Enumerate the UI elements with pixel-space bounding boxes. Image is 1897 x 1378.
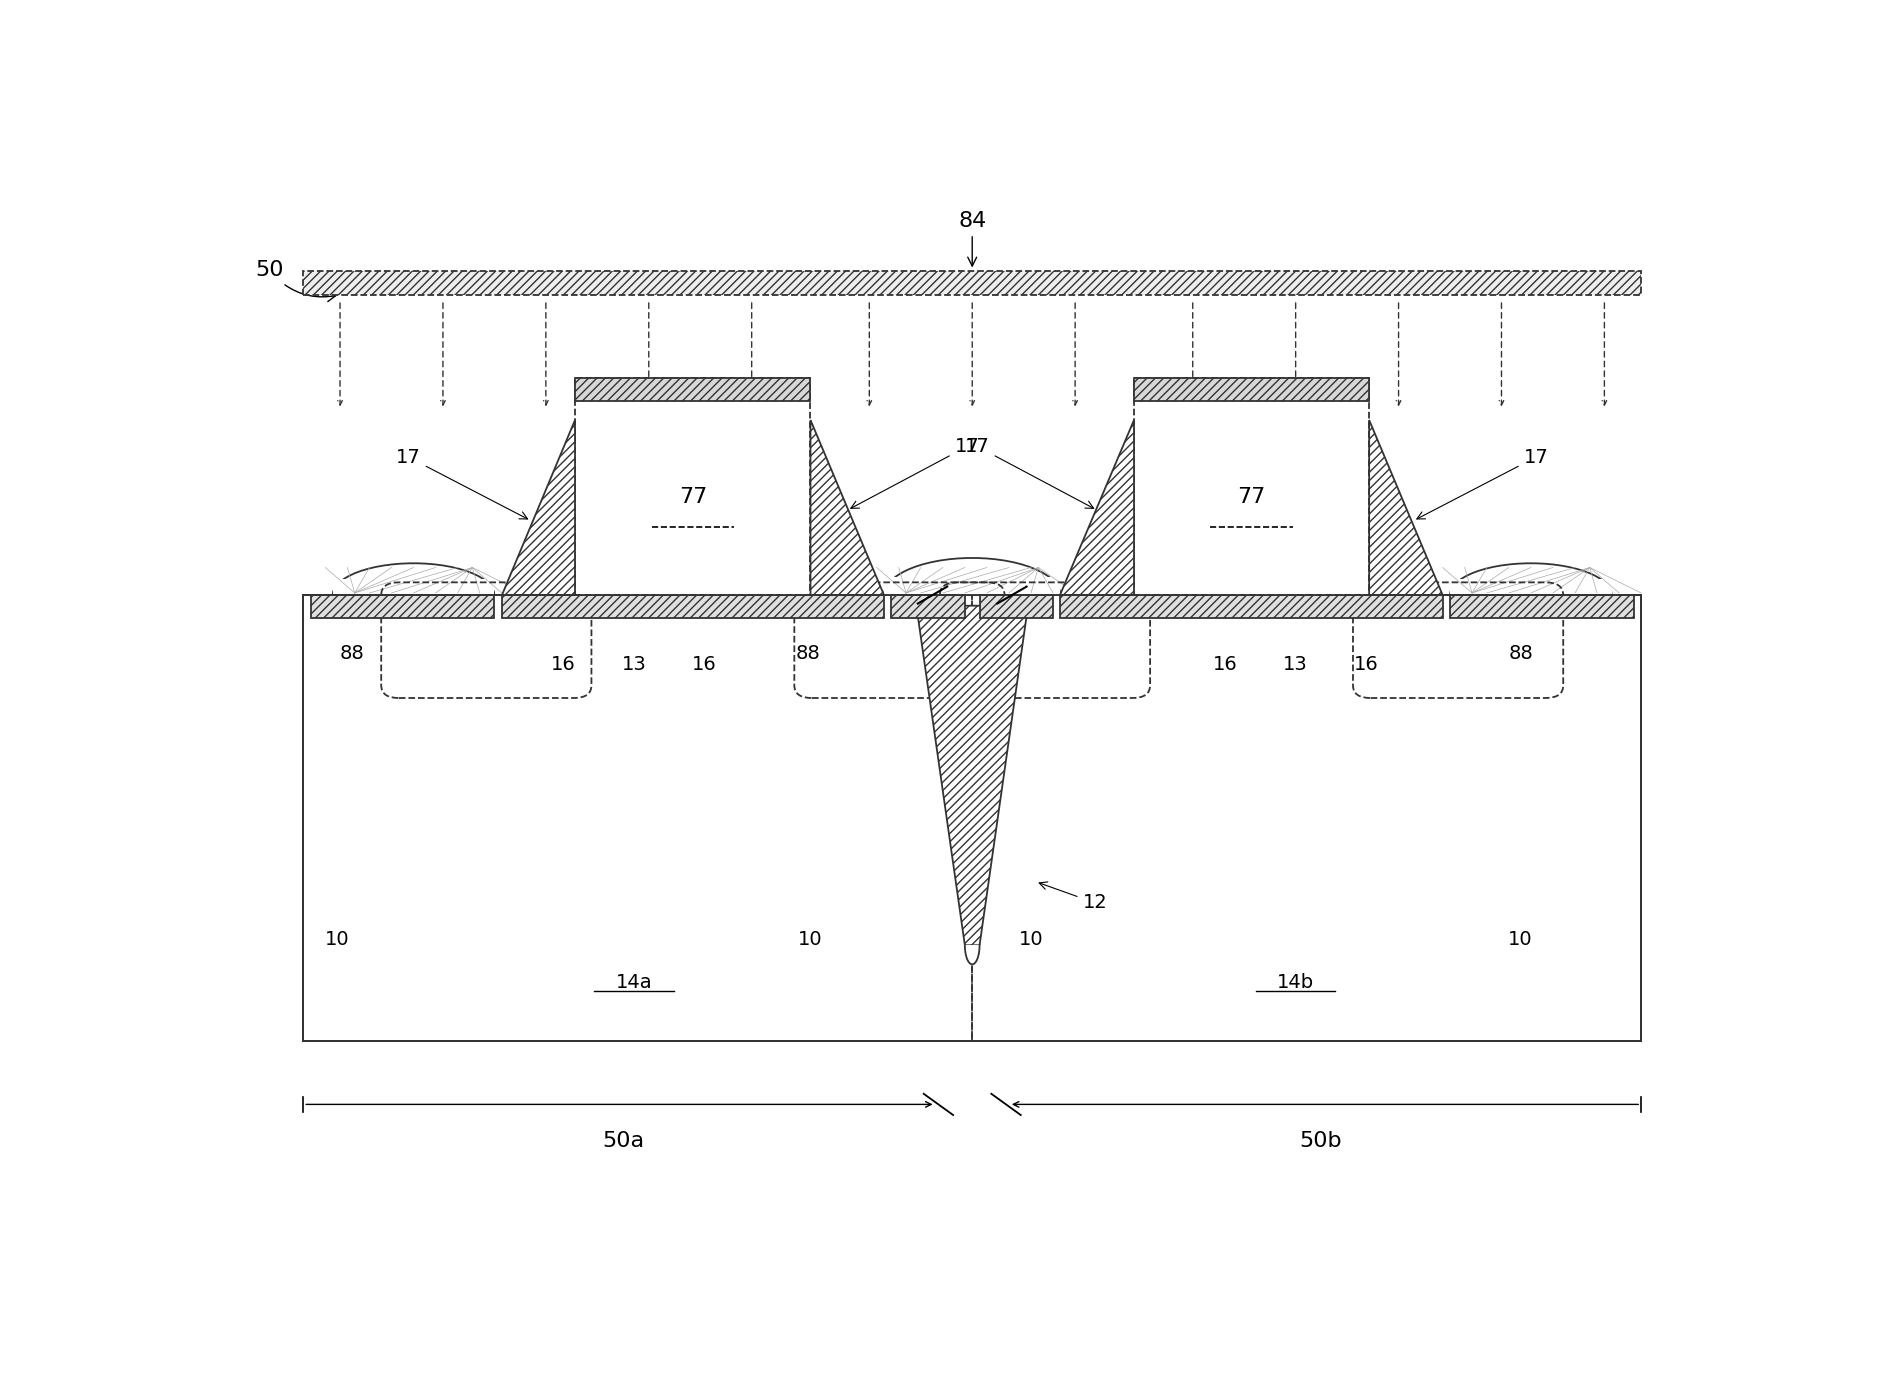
Text: 10: 10 [324,930,349,949]
Polygon shape [916,606,1028,945]
Text: 82: 82 [664,411,749,481]
Text: 14a: 14a [617,973,653,992]
Text: 17: 17 [850,437,979,508]
Text: 17: 17 [1417,448,1548,520]
Text: 50: 50 [256,260,336,302]
Bar [1134,378,1370,595]
Text: 50b: 50b [1299,1131,1341,1151]
Text: 10: 10 [799,930,823,949]
Bar [304,595,973,1040]
Text: 10: 10 [1508,930,1533,949]
Bar [1449,579,1612,595]
Polygon shape [810,420,884,595]
Text: 16: 16 [552,655,577,674]
Text: 88: 88 [1508,644,1533,663]
Bar [304,595,1641,1040]
Text: 84: 84 [958,211,986,266]
Polygon shape [1370,420,1444,595]
Polygon shape [332,564,495,595]
Polygon shape [884,558,1060,595]
Text: 12: 12 [1040,882,1108,912]
Text: 88: 88 [960,644,985,663]
Polygon shape [1060,420,1134,595]
Text: 16: 16 [1212,655,1237,674]
Text: 17: 17 [966,437,1095,508]
Bar [304,595,1641,1040]
Bar [973,595,1641,1040]
Bar [501,595,884,619]
Bar [332,579,495,595]
Text: 14b: 14b [1277,973,1315,992]
Bar [311,595,495,619]
Text: 13: 13 [622,655,647,674]
Text: 77: 77 [1237,488,1265,507]
Bar [1449,595,1633,619]
Text: 16: 16 [692,655,717,674]
Text: 50a: 50a [603,1131,645,1151]
Text: 88: 88 [795,644,820,663]
Bar [884,576,1060,595]
Bar [575,378,810,595]
Bar [979,595,1053,619]
Text: 10: 10 [1019,930,1043,949]
Bar [1060,595,1444,619]
Text: 17: 17 [396,448,527,520]
Text: 13: 13 [1282,655,1309,674]
Polygon shape [501,420,575,595]
Polygon shape [1449,564,1612,595]
Bar [892,595,966,619]
Text: 83: 83 [1195,411,1280,481]
Text: 77: 77 [679,488,708,507]
Bar [1134,378,1370,401]
Bar [575,378,810,401]
Bar [304,271,1641,295]
Text: 16: 16 [1354,655,1379,674]
Text: 88: 88 [340,644,364,663]
